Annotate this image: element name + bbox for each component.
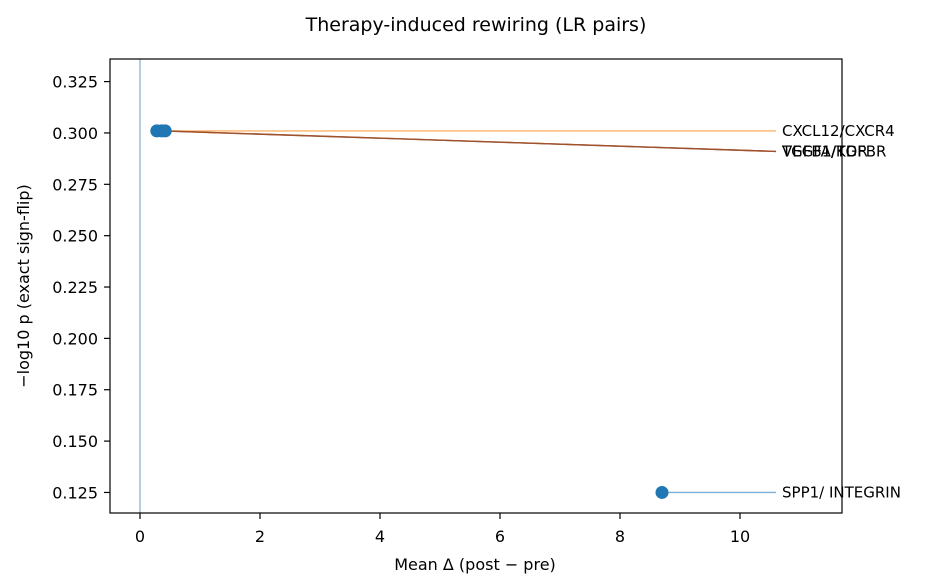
x-tick-label: 8: [615, 527, 625, 546]
point-label: VEGFA/KDR: [782, 142, 868, 160]
y-tick-label: 0.175: [52, 381, 98, 400]
point-label: CXCL12/CXCR4: [782, 122, 895, 140]
y-tick-label: 0.150: [52, 432, 98, 451]
x-tick-label: 4: [375, 527, 385, 546]
x-axis-title: Mean Δ (post − pre): [394, 555, 556, 574]
y-axis: 0.125 0.150 0.175 0.200 0.225 0.250 0.275 0.300…: [52, 73, 110, 502]
x-tick-label: 6: [495, 527, 505, 546]
leader-lines: [156, 130, 777, 494]
x-axis: 0 2 4 6 8 10: [135, 513, 750, 546]
y-tick-label: 0.325: [52, 73, 98, 92]
y-tick-label: 0.275: [52, 175, 98, 194]
y-tick-label: 0.125: [52, 483, 98, 502]
x-tick-label: 0: [135, 527, 145, 546]
data-point: [158, 124, 172, 138]
y-tick-label: 0.225: [52, 278, 98, 297]
chart-title: Therapy-induced rewiring (LR pairs): [305, 14, 647, 36]
x-tick-label: 10: [730, 527, 750, 546]
point-label: TGFB1/TGFBR: [781, 142, 886, 160]
y-tick-label: 0.300: [52, 124, 98, 143]
data-points: [150, 124, 669, 499]
x-tick-label: 2: [255, 527, 265, 546]
y-axis-title: −log10 p (exact sign-flip): [14, 184, 33, 388]
plot-frame: [109, 58, 843, 514]
y-tick-label: 0.200: [52, 329, 98, 348]
leader-line: [165, 130, 777, 153]
data-point: [655, 485, 669, 499]
y-tick-label: 0.250: [52, 227, 98, 246]
